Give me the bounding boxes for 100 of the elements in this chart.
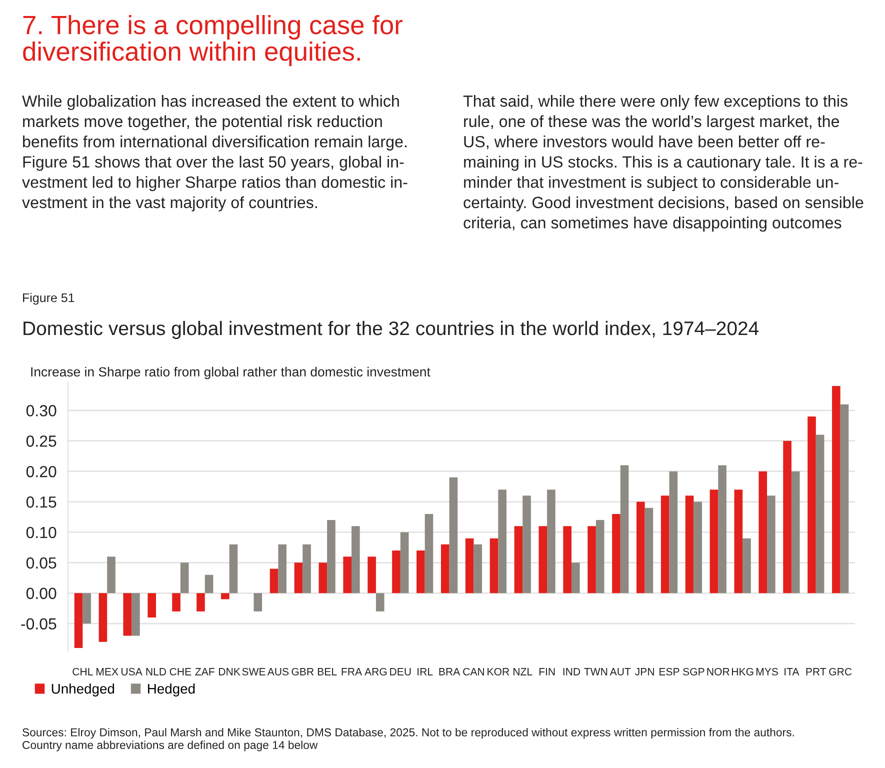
- bar: [832, 386, 840, 594]
- x-tick-label: BRA: [439, 668, 460, 676]
- bar: [636, 502, 645, 594]
- legend-label: Hedged: [148, 683, 195, 696]
- x-tick-label: CHE: [170, 668, 192, 676]
- bar: [547, 490, 556, 594]
- bar: [318, 562, 328, 594]
- bar: [816, 434, 824, 594]
- bar: [327, 520, 336, 594]
- x-tick-label: NLD: [146, 668, 166, 676]
- x-tick-label: FIN: [539, 668, 555, 676]
- x-tick-label: MYS: [756, 668, 778, 676]
- bar: [123, 593, 132, 636]
- y-tick-label: 0.05: [26, 557, 56, 569]
- x-tick-label: DEU: [390, 668, 411, 676]
- y-axis-title: Increase in Sharpe ratio from global rather than domestic investment: [31, 366, 430, 380]
- x-tick-label: JPN: [635, 668, 654, 676]
- x-tick-label: NZL: [514, 668, 532, 676]
- bar: [783, 440, 792, 594]
- bar: [734, 490, 743, 594]
- bar: [204, 574, 214, 594]
- bar: [148, 593, 156, 618]
- x-tick-label: GRC: [829, 668, 852, 676]
- bar: [376, 593, 384, 612]
- x-tick-label: ESP: [660, 668, 680, 676]
- x-tick-label: CHL: [72, 668, 93, 676]
- bar: [180, 562, 189, 594]
- bar: [302, 544, 311, 594]
- bar: [718, 465, 726, 594]
- bar: [474, 544, 482, 594]
- text: While globalization has increased the extent to which markets move together, the potential risk reduction benefits from international diversification remain large. Figure 51 shows that over the last 50 years, global in- vestment led to higher Sharpe ratios than domestic in- vestment in the vast majority of countries.: [22, 95, 408, 212]
- bar: [596, 520, 604, 594]
- bar: [416, 550, 425, 594]
- bar: [660, 496, 670, 594]
- x-tick-label: AUT: [610, 668, 631, 676]
- bar: [758, 471, 768, 594]
- legend-label: Unhedged: [52, 683, 114, 696]
- bar: [98, 593, 108, 642]
- source-note: Sources: Elroy Dimson, Paul Marsh and Mike Staunton, DMS Database, 2025. Not to be reproduced without express written permission from the authors. Country name abbreviations are defined on page 14 below: [22, 728, 794, 752]
- bar: [368, 556, 376, 594]
- caption: Figure 51: [23, 293, 74, 305]
- y-tick-label: -0.05: [21, 618, 56, 630]
- x-tick-label: HKG: [732, 668, 754, 676]
- chart-title: Domestic versus global investment for the 32 countries in the world index, 1974–2024: [24, 320, 759, 340]
- x-tick-label: SGP: [683, 668, 704, 676]
- bar: [132, 593, 140, 636]
- y-tick-label: 0.00: [26, 588, 56, 600]
- bar: [221, 593, 230, 600]
- bar: [352, 526, 360, 594]
- bar: [196, 593, 205, 612]
- bar: [449, 477, 458, 594]
- bar: [278, 544, 286, 594]
- bar: [424, 514, 434, 594]
- x-tick-label: USA: [122, 668, 142, 676]
- bar: [563, 526, 572, 594]
- x-tick-label: KOR: [488, 668, 510, 676]
- x-tick-label: SWE: [242, 668, 266, 676]
- bar: [490, 538, 498, 594]
- y-tick-label: 0.15: [26, 496, 56, 508]
- y-tick-label: 0.20: [26, 466, 56, 478]
- x-tick-label: AUS: [267, 668, 289, 676]
- bar: [522, 496, 531, 594]
- text: 7. There is a compelling case for diversification within equities.: [23, 15, 402, 66]
- bar: [791, 471, 800, 594]
- bar: [498, 490, 506, 594]
- x-tick-label: ARG: [364, 668, 387, 676]
- bar: [685, 496, 694, 594]
- bar: [767, 496, 776, 594]
- bar: [710, 490, 718, 594]
- bar: [620, 465, 629, 594]
- bar: [669, 471, 678, 594]
- x-tick-label: ZAF: [195, 668, 214, 676]
- bar: [400, 532, 409, 594]
- bar: [644, 508, 654, 594]
- y-tick-label: 0.30: [26, 405, 56, 416]
- bar: [107, 556, 116, 594]
- bar: [571, 562, 580, 594]
- bar: [172, 593, 180, 612]
- x-tick-label: PRT: [806, 668, 826, 676]
- x-tick-label: IND: [563, 668, 580, 676]
- x-tick-label: GBR: [292, 668, 314, 676]
- x-tick-label: ITA: [784, 668, 800, 676]
- bar: [612, 514, 620, 594]
- bar: [392, 550, 400, 594]
- bar: [742, 538, 751, 594]
- bar: [808, 416, 816, 594]
- y-tick-label: 0.10: [26, 526, 56, 538]
- x-tick-label: BEL: [318, 668, 337, 676]
- bar: [254, 593, 262, 612]
- x-tick-label: CAN: [463, 668, 484, 676]
- bar: [440, 544, 450, 594]
- bar: [74, 593, 83, 648]
- x-tick-label: TWN: [584, 668, 608, 676]
- bar: [270, 568, 278, 594]
- x-tick-label: MEX: [96, 668, 118, 676]
- bar: [294, 562, 303, 594]
- bar: [840, 404, 849, 594]
- x-tick-label: IRL: [418, 668, 433, 676]
- bar: [465, 538, 474, 594]
- bar: [82, 593, 91, 624]
